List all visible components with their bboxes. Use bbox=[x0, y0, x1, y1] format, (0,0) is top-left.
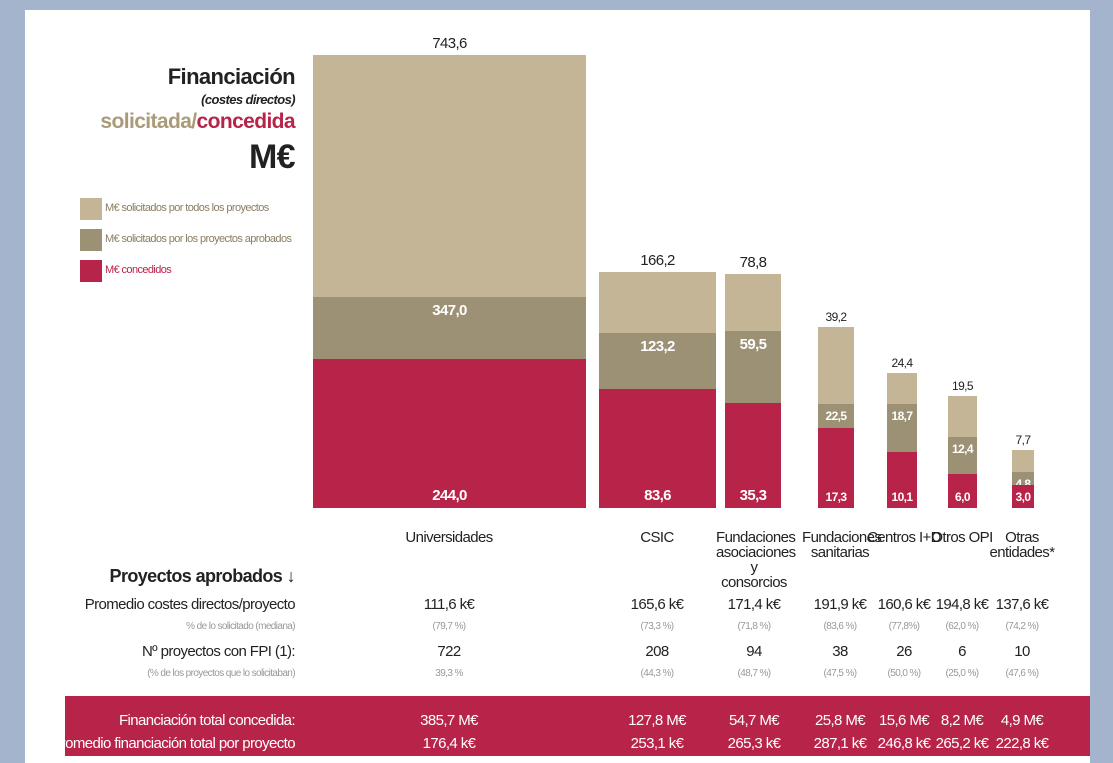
table-cell: (83,6 %) bbox=[823, 621, 858, 632]
unit: M€ bbox=[248, 138, 296, 176]
table-cell: (47,6 %) bbox=[1005, 668, 1040, 679]
table-cell: (47,5 %) bbox=[823, 668, 858, 679]
value-label: 19,5 bbox=[952, 379, 974, 394]
value-label: 123,2 bbox=[640, 337, 675, 355]
value-label: 10,1 bbox=[891, 490, 914, 504]
table-cell: 111,6 k€ bbox=[423, 596, 475, 613]
legend-swatch bbox=[80, 198, 102, 220]
table-cell: (25,0 %) bbox=[945, 668, 980, 679]
table-cell: (73,3 %) bbox=[640, 621, 675, 632]
category-label: Universidades bbox=[405, 529, 493, 546]
title-line: solicitada/concedida bbox=[100, 110, 295, 134]
bar bbox=[887, 452, 917, 508]
title-granted: concedida bbox=[196, 110, 296, 133]
total-band bbox=[65, 696, 1090, 756]
row-label: (% de los proyectos que lo solicitaban) bbox=[147, 668, 295, 679]
table-cell: 160,6 k€ bbox=[877, 596, 931, 613]
category-label: Otros OPI bbox=[931, 529, 993, 546]
category-label: CSIC bbox=[640, 529, 674, 546]
table-cell: (62,0 %) bbox=[945, 621, 980, 632]
table-cell: (74,2 %) bbox=[1005, 621, 1040, 632]
value-label: 18,7 bbox=[891, 409, 914, 424]
table-cell: (50,0 %) bbox=[887, 668, 922, 679]
value-label: 22,5 bbox=[825, 409, 848, 424]
band-cell: 222,8 k€ bbox=[995, 735, 1049, 752]
table-cell: 165,6 k€ bbox=[630, 596, 684, 613]
band-cell: 176,4 k€ bbox=[422, 735, 476, 752]
category-label: Fundaciones sanitarias bbox=[802, 529, 882, 561]
band-cell: 54,7 M€ bbox=[729, 712, 780, 729]
value-label: 347,0 bbox=[432, 301, 467, 319]
table-cell: 6 bbox=[958, 643, 966, 660]
bar bbox=[313, 359, 586, 508]
row-label: Promedio costes directos/proyecto bbox=[84, 596, 296, 613]
value-label: 39,2 bbox=[825, 309, 848, 324]
bar bbox=[1012, 485, 1034, 508]
table-cell: 194,8 k€ bbox=[935, 596, 989, 613]
band-cell: 287,1 k€ bbox=[813, 735, 867, 752]
band-cell: 253,1 k€ bbox=[630, 735, 684, 752]
bar bbox=[818, 428, 854, 508]
band-cell: 15,6 M€ bbox=[879, 712, 930, 729]
value-label: 3,0 bbox=[1015, 490, 1031, 504]
legend-swatch bbox=[80, 229, 102, 251]
band-cell: 127,8 M€ bbox=[628, 712, 686, 729]
table-cell: (79,7 %) bbox=[432, 621, 467, 632]
row-label: % de lo solicitado (mediana) bbox=[186, 621, 295, 632]
value-label: 17,3 bbox=[825, 490, 848, 504]
band-label: Promedio financiación total por proyecto bbox=[51, 735, 295, 752]
title-requested: solicitada/ bbox=[100, 110, 197, 133]
value-label: 12,4 bbox=[952, 441, 974, 456]
value-label: 35,3 bbox=[739, 487, 767, 504]
value-label: 24,4 bbox=[891, 355, 914, 370]
legend-label: M€ solicitados por todos los proyectos bbox=[105, 202, 269, 214]
table-cell: 208 bbox=[645, 643, 669, 660]
subtitle: (costes directos) bbox=[201, 92, 295, 107]
table-cell: 722 bbox=[437, 643, 461, 660]
table-cell: 38 bbox=[832, 643, 848, 660]
value-label: 7,7 bbox=[1015, 432, 1031, 447]
table-cell: (77,8%) bbox=[888, 621, 920, 632]
value-label: 743,6 bbox=[432, 35, 467, 52]
value-label: 166,2 bbox=[640, 251, 675, 269]
row-label: Nº proyectos con FPI (1): bbox=[141, 643, 296, 660]
table-cell: 191,9 k€ bbox=[813, 596, 867, 613]
value-label: 83,6 bbox=[644, 487, 671, 504]
table-cell: 26 bbox=[896, 643, 912, 660]
band-cell: 25,8 M€ bbox=[815, 712, 866, 729]
table-cell: (44,3 %) bbox=[640, 668, 675, 679]
bar bbox=[725, 403, 781, 508]
bar bbox=[948, 473, 977, 508]
table-cell: (48,7 %) bbox=[737, 668, 772, 679]
table-cell: 137,6 k€ bbox=[995, 596, 1049, 613]
value-label: 78,8 bbox=[739, 253, 767, 271]
legend-label: M€ concedidos bbox=[105, 264, 172, 276]
category-label: Otras entidades* bbox=[989, 529, 1056, 561]
category-label: Fundaciones asociaciones y consorcios bbox=[716, 529, 796, 591]
band-cell: 385,7 M€ bbox=[420, 712, 478, 729]
band-cell: 246,8 k€ bbox=[877, 735, 931, 752]
bar bbox=[599, 389, 716, 508]
table-cell: 94 bbox=[746, 643, 762, 660]
legend-label: M€ solicitados por los proyectos aprobad… bbox=[105, 233, 292, 245]
band-cell: 265,2 k€ bbox=[935, 735, 989, 752]
table-cell: 10 bbox=[1014, 643, 1030, 660]
value-label: 244,0 bbox=[432, 487, 467, 504]
band-cell: 4,9 M€ bbox=[1000, 712, 1044, 729]
value-label: 59,5 bbox=[739, 336, 767, 354]
table-cell: 39,3 % bbox=[435, 668, 463, 679]
band-label: Financiación total concedida: bbox=[118, 712, 296, 729]
band-cell: 8,2 M€ bbox=[940, 712, 984, 729]
table-cell: 171,4 k€ bbox=[727, 596, 781, 613]
band-cell: 265,3 k€ bbox=[727, 735, 781, 752]
infographic: Financiación (costes directos) solicitad… bbox=[25, 10, 1090, 763]
legend-swatch bbox=[80, 260, 102, 282]
table-header: Proyectos aprobados ↓ bbox=[109, 566, 296, 586]
category-label: Centros I+D bbox=[867, 529, 941, 546]
value-label: 6,0 bbox=[955, 490, 970, 504]
chart-title: Financiación bbox=[167, 64, 296, 89]
table-cell: (71,8 %) bbox=[737, 621, 772, 632]
